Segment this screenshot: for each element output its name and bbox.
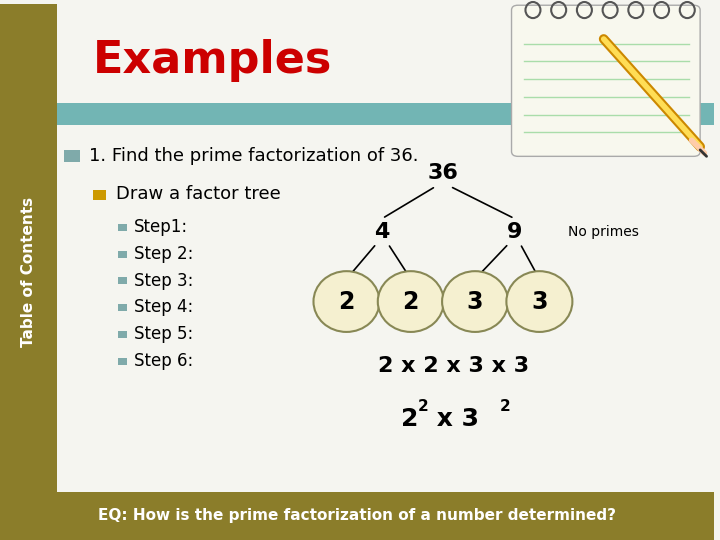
FancyBboxPatch shape [0,492,714,540]
Text: 1. Find the prime factorization of 36.: 1. Find the prime factorization of 36. [89,147,419,165]
Text: 3: 3 [531,289,548,314]
FancyBboxPatch shape [118,358,127,365]
FancyBboxPatch shape [93,190,107,200]
Ellipse shape [313,271,379,332]
Text: Draw a factor tree: Draw a factor tree [116,185,281,204]
Text: No primes: No primes [568,225,639,239]
Text: 4: 4 [374,222,390,242]
Text: 9: 9 [507,222,522,242]
Text: Step 3:: Step 3: [135,272,194,289]
FancyBboxPatch shape [118,251,127,258]
FancyBboxPatch shape [0,4,57,540]
Text: Step 4:: Step 4: [135,299,194,316]
FancyBboxPatch shape [118,331,127,338]
Text: 2: 2 [418,399,428,414]
Text: 2: 2 [500,399,511,414]
FancyBboxPatch shape [118,304,127,311]
Text: 2: 2 [338,289,355,314]
Text: 3: 3 [467,289,483,314]
FancyBboxPatch shape [118,224,127,231]
Ellipse shape [378,271,444,332]
Text: Examples: Examples [93,39,332,82]
Ellipse shape [442,271,508,332]
Text: x 3: x 3 [428,408,479,431]
Text: Step 6:: Step 6: [135,352,194,370]
Text: 36: 36 [428,163,459,183]
FancyBboxPatch shape [57,103,714,125]
Text: EQ: How is the prime factorization of a number determined?: EQ: How is the prime factorization of a … [98,508,616,523]
Text: Step 2:: Step 2: [135,245,194,263]
Text: Table of Contents: Table of Contents [21,197,36,347]
FancyBboxPatch shape [64,151,80,162]
Text: Step 5:: Step 5: [135,325,194,343]
Text: 2: 2 [400,408,418,431]
Ellipse shape [506,271,572,332]
Text: Step1:: Step1: [135,218,189,236]
Text: 2: 2 [402,289,419,314]
FancyBboxPatch shape [118,278,127,285]
Text: 2 x 2 x 3 x 3: 2 x 2 x 3 x 3 [378,356,529,376]
